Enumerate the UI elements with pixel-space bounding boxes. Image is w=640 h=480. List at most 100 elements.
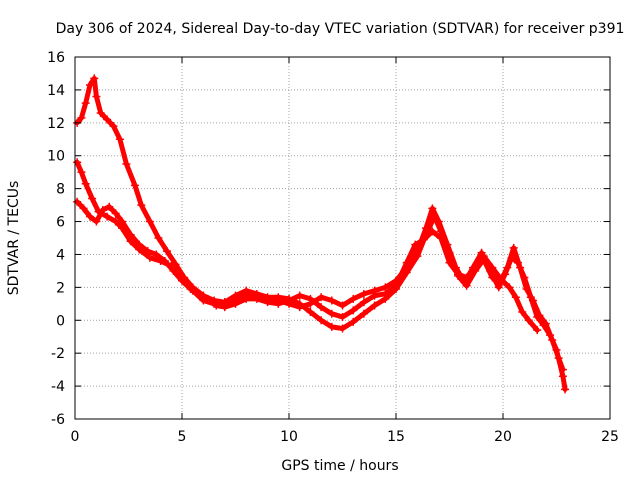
y-tick-label: 6 <box>56 215 65 231</box>
chart-title: Day 306 of 2024, Sidereal Day-to-day VTE… <box>56 21 625 37</box>
x-tick-label: 5 <box>178 429 187 445</box>
data-point-marker <box>349 317 358 326</box>
data-point-marker <box>349 294 358 303</box>
data-point-marker <box>135 240 144 249</box>
data-point-marker <box>90 74 99 83</box>
y-tick-label: 8 <box>56 182 65 198</box>
data-point-marker <box>81 179 90 188</box>
data-point-marker <box>115 135 124 144</box>
data-point-marker <box>430 212 439 221</box>
data-point-marker <box>73 158 82 167</box>
data-point-marker <box>558 365 567 374</box>
data-point-marker <box>252 294 261 303</box>
x-tick-label: 25 <box>601 429 619 445</box>
data-point-marker <box>143 247 152 256</box>
data-point-marker <box>145 217 154 226</box>
data-point-marker <box>195 289 204 298</box>
data-point-marker <box>169 266 178 275</box>
y-tick-label: 16 <box>47 50 65 66</box>
x-tick-label: 10 <box>280 429 298 445</box>
data-point-marker <box>92 217 101 226</box>
data-point-marker <box>263 298 272 307</box>
x-axis-title: GPS time / hours <box>281 458 398 474</box>
data-point-marker <box>203 294 212 303</box>
x-tick-label: 20 <box>494 429 512 445</box>
data-point-marker <box>349 306 358 315</box>
series-line <box>74 159 566 373</box>
data-point-marker <box>359 309 368 318</box>
data-point-marker <box>327 296 336 305</box>
data-point-marker <box>554 354 563 363</box>
y-tick-label: -6 <box>51 412 65 428</box>
data-point-marker <box>231 299 240 308</box>
data-point-marker <box>524 316 533 325</box>
data-point-marker <box>88 194 97 203</box>
data-point-marker <box>92 92 101 101</box>
data-point-marker <box>496 275 505 284</box>
data-point-marker <box>274 299 283 308</box>
data-point-marker <box>505 283 514 292</box>
data-point-marker <box>242 286 251 295</box>
data-point-marker <box>77 113 86 122</box>
data-point-marker <box>85 80 94 89</box>
data-point-marker <box>295 291 304 300</box>
data-point-marker <box>381 289 390 298</box>
data-point-marker <box>109 122 118 131</box>
series-satellite-track-c <box>73 197 542 335</box>
data-point-marker <box>178 276 186 285</box>
data-point-marker <box>163 247 172 256</box>
y-tick-label: 12 <box>47 116 65 132</box>
data-point-marker <box>370 291 379 300</box>
data-point-marker <box>511 293 520 302</box>
data-point-marker <box>533 326 542 335</box>
data-point-marker <box>462 273 471 282</box>
data-point-marker <box>413 252 422 261</box>
data-point-marker <box>462 281 471 290</box>
data-point-marker <box>479 252 488 261</box>
data-point-marker <box>327 322 336 331</box>
data-point-marker <box>338 312 347 321</box>
data-point-marker <box>528 296 537 305</box>
data-point-marker <box>488 263 497 272</box>
x-tick-label: 0 <box>71 429 80 445</box>
data-point-marker <box>220 303 229 312</box>
y-tick-label: -2 <box>51 346 65 362</box>
data-point-marker <box>160 257 169 266</box>
data-point-marker <box>317 316 326 325</box>
data-point-marker <box>488 273 497 282</box>
data-point-marker <box>471 265 480 274</box>
y-tick-label: 2 <box>56 280 65 296</box>
data-point-marker <box>122 159 131 168</box>
axis-ticks <box>74 56 611 420</box>
data-point-marker <box>561 385 570 394</box>
data-point-marker <box>428 204 437 213</box>
y-tick-label: 14 <box>47 83 65 99</box>
data-point-marker <box>509 243 518 252</box>
data-point-marker <box>118 217 127 226</box>
data-point-marker <box>503 263 512 272</box>
data-point-marker <box>111 209 120 218</box>
data-point-marker <box>186 285 195 294</box>
data-point-marker <box>402 258 411 267</box>
data-point-marker <box>145 253 154 262</box>
data-point-marker <box>81 99 90 108</box>
data-point-marker <box>516 263 525 272</box>
data-point-marker <box>98 206 107 215</box>
data-point-marker <box>428 227 437 236</box>
data-point-marker <box>494 283 503 292</box>
data-point-marker <box>317 303 326 312</box>
y-axis-title: SDTVAR / TECUs <box>6 181 22 296</box>
data-point-marker <box>359 298 368 307</box>
data-point-marker <box>317 293 326 302</box>
data-point-marker <box>338 324 347 333</box>
grid <box>75 57 610 419</box>
data-point-marker <box>541 319 550 328</box>
data-point-marker <box>295 299 304 308</box>
series-layer <box>73 74 570 394</box>
y-tick-labels: -6 -4 -2 0 2 4 6 8 10 12 14 16 <box>47 50 65 428</box>
data-point-marker <box>411 240 420 249</box>
data-point-marker <box>419 235 428 244</box>
y-tick-label: 0 <box>56 313 65 329</box>
